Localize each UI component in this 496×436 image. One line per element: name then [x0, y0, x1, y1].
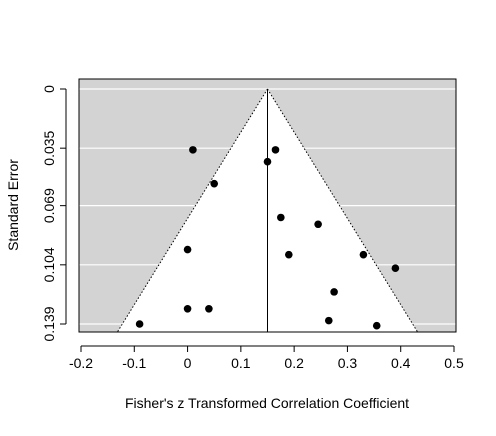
data-point-2 — [263, 157, 272, 166]
x-axis: -0.2 -0.1 0 0.1 0.2 0.3 0.4 0.5 — [69, 345, 464, 371]
data-point-5 — [314, 220, 322, 229]
y-axis: 0 0.035 0.069 0.104 0.139 — [41, 85, 67, 342]
data-point-6 — [183, 245, 192, 254]
funnel-boundaries — [116, 88, 419, 333]
x-tick-label-0: -0.2 — [69, 355, 93, 371]
data-point-13 — [324, 316, 333, 325]
y-tick-label-2: 0.069 — [41, 188, 57, 223]
x-tick-label-7: 0.5 — [444, 355, 464, 371]
x-tick-label-3: 0.1 — [231, 355, 251, 371]
y-axis-title: Standard Error — [5, 159, 21, 251]
data-point-15 — [372, 321, 381, 330]
data-point-8 — [359, 250, 368, 259]
funnel-right-boundary — [267, 88, 419, 333]
x-tick-label-2: 0 — [184, 355, 192, 371]
x-tick-label-1: -0.1 — [122, 355, 146, 371]
y-tick-label-4: 0.139 — [41, 306, 57, 341]
data-point-11 — [183, 304, 192, 313]
y-tick-label-0: 0 — [41, 85, 57, 93]
data-point-4 — [277, 213, 285, 222]
data-point-14 — [135, 320, 144, 328]
x-axis-title: Fisher's z Transformed Correlation Coeff… — [125, 395, 409, 411]
y-tick-label-1: 0.035 — [41, 130, 57, 165]
data-point-0 — [189, 146, 197, 154]
funnel-left-boundary — [116, 88, 268, 333]
data-point-7 — [285, 250, 293, 259]
data-point-10 — [330, 288, 338, 296]
x-tick-label-5: 0.3 — [338, 355, 358, 371]
data-point-12 — [205, 304, 213, 313]
x-tick-label-4: 0.2 — [284, 355, 304, 371]
data-point-9 — [391, 264, 400, 273]
y-tick-label-3: 0.104 — [41, 247, 57, 282]
data-point-3 — [210, 179, 219, 188]
data-points — [135, 146, 400, 330]
x-tick-label-6: 0.4 — [391, 355, 411, 371]
plot-box — [78, 78, 457, 333]
data-point-1 — [271, 146, 280, 154]
